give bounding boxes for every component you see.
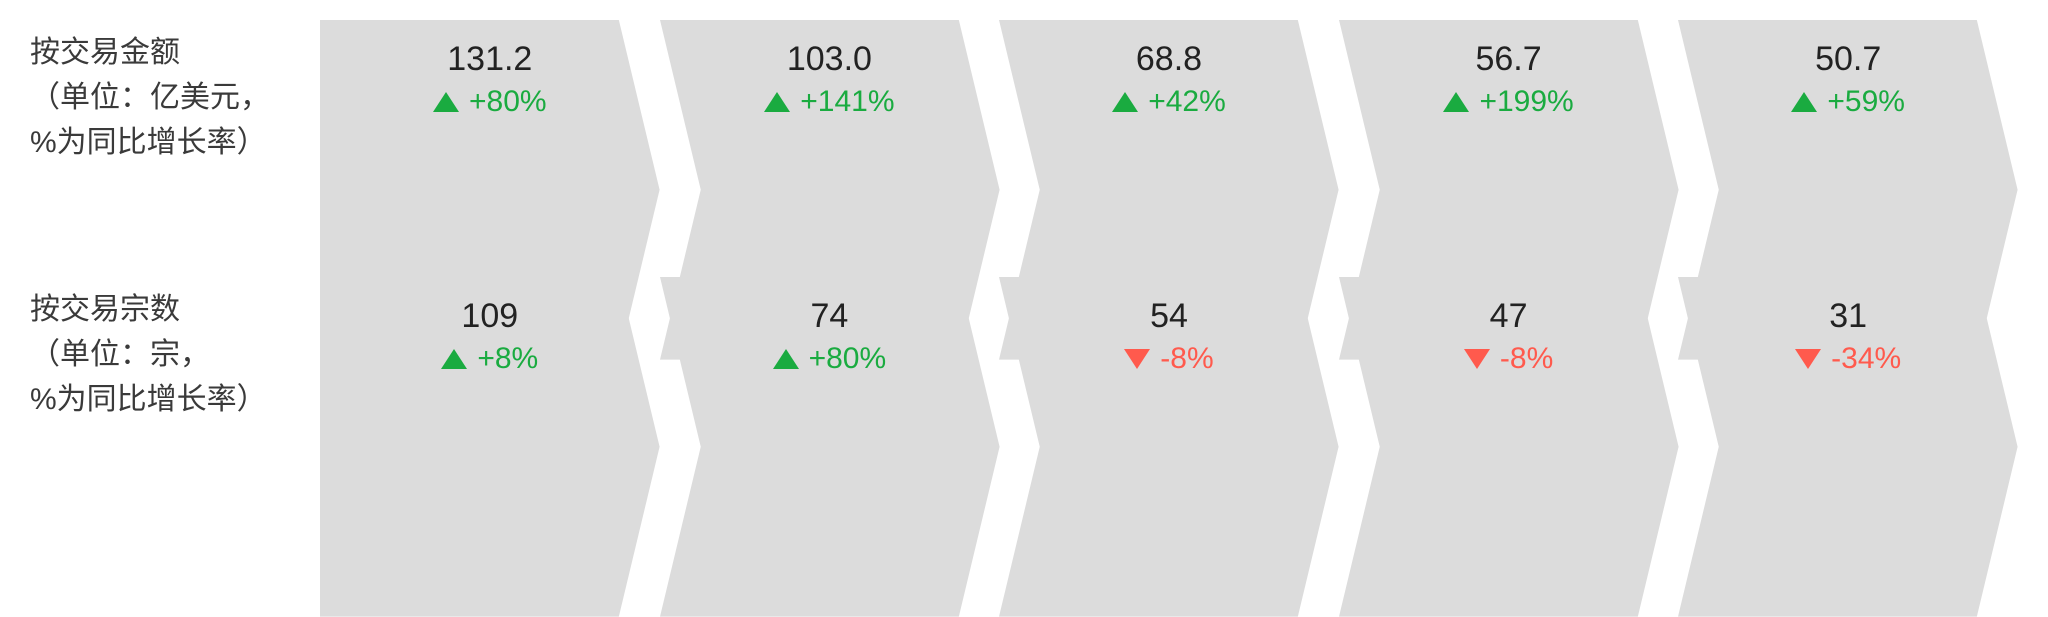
triangle-up-icon [441,349,467,369]
change-percent: +59% [1827,85,1905,119]
value-text: 31 [1829,297,1867,336]
change-percent: -8% [1160,342,1213,376]
row-label: 按交易金额（单位：亿美元，%为同比增长率） [30,20,320,165]
chevron-body: 56.7 +199% [1339,20,1679,138]
value-text: 103.0 [787,40,872,79]
triangle-up-icon [1791,92,1817,112]
change-percent: +42% [1148,85,1226,119]
chevron-strip: 131.2+80%TMT103.0+141%金融服务68.8+42%消费品56.… [320,20,2018,237]
value-text: 109 [461,297,518,336]
change-indicator: +59% [1791,85,1905,119]
change-indicator: +80% [773,342,887,376]
value-text: 68.8 [1136,40,1202,79]
change-percent: -34% [1831,342,1901,376]
chevron-item: 131.2+80%TMT [320,20,660,237]
chevron-item: 74+80%医疗与 生命科学 [660,277,1000,494]
chevron-body: 31 -34% [1678,277,2018,395]
data-row: 按交易金额（单位：亿美元，%为同比增长率）131.2+80%TMT103.0+1… [30,20,2018,237]
chevron-body: 74 +80% [660,277,1000,395]
infographic-root: 按交易金额（单位：亿美元，%为同比增长率）131.2+80%TMT103.0+1… [30,20,2018,494]
value-text: 50.7 [1815,40,1881,79]
data-row: 按交易宗数（单位：宗，%为同比增长率）109+8%TMT74+80%医疗与 生命… [30,277,2018,494]
value-text: 56.7 [1475,40,1541,79]
row-title-line1: 按交易金额 [30,30,320,75]
change-percent: +80% [469,85,547,119]
triangle-up-icon [764,92,790,112]
chevron-item: 50.7+59%先进制造 与运输 [1678,20,2018,237]
triangle-up-icon [1443,92,1469,112]
chevron-item: 47-8%先进制造 与运输 [1339,277,1679,494]
chevron-item: 109+8%TMT [320,277,660,494]
chevron-strip: 109+8%TMT74+80%医疗与 生命科学54-8%金融服务47-8%先进制… [320,277,2018,494]
change-indicator: +199% [1443,85,1573,119]
change-indicator: -34% [1795,342,1901,376]
chevron-body: 47-8% [1339,277,1679,395]
row-title-line2: （单位：亿美元， [30,75,320,120]
row-title-line3: %为同比增长率） [30,377,320,422]
chevron-item: 31-34%消费品 [1678,277,2018,494]
chevron-item: 56.7+199%医疗与 生命科学 [1339,20,1679,237]
chevron-body: 54-8% [999,277,1339,395]
chevron-body: 103.0 +141% [660,20,1000,138]
chevron-body: 68.8 +42% [999,20,1339,138]
row-label: 按交易宗数（单位：宗，%为同比增长率） [30,277,320,422]
chevron-body: 131.2 +80% [320,20,660,138]
triangle-up-icon [773,349,799,369]
value-text: 74 [810,297,848,336]
value-text: 131.2 [447,40,532,79]
row-title-line3: %为同比增长率） [30,120,320,165]
triangle-down-icon [1795,349,1821,369]
triangle-up-icon [1112,92,1138,112]
value-text: 54 [1150,297,1188,336]
chevron-body: 109+8% [320,277,660,395]
triangle-down-icon [1464,349,1490,369]
change-indicator: +141% [764,85,894,119]
chevron-item: 103.0+141%金融服务 [660,20,1000,237]
change-indicator: +80% [433,85,547,119]
triangle-down-icon [1124,349,1150,369]
chevron-item: 54-8%金融服务 [999,277,1339,494]
value-text: 47 [1490,297,1528,336]
change-percent: +141% [800,85,894,119]
change-percent: +199% [1479,85,1573,119]
change-indicator: -8% [1124,342,1213,376]
change-percent: -8% [1500,342,1553,376]
row-title-line2: （单位：宗， [30,332,320,377]
row-title-line1: 按交易宗数 [30,287,320,332]
chevron-body: 50.7 +59% [1678,20,2018,138]
chevron-item: 68.8+42%消费品 [999,20,1339,237]
change-percent: +8% [477,342,538,376]
triangle-up-icon [433,92,459,112]
change-indicator: +42% [1112,85,1226,119]
change-indicator: +8% [441,342,538,376]
change-percent: +80% [809,342,887,376]
change-indicator: -8% [1464,342,1553,376]
